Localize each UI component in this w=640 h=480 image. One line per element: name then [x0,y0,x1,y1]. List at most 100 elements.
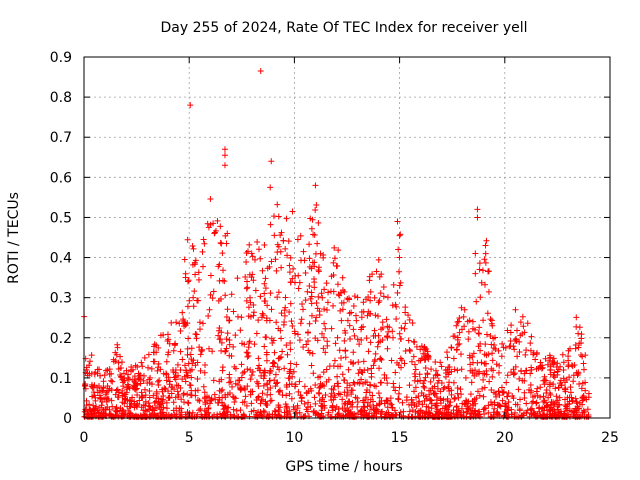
data-point [184,372,191,379]
data-point [351,332,358,339]
data-point [179,309,186,316]
data-point [230,343,237,350]
data-point [447,399,454,406]
data-point [237,327,244,334]
data-point [517,396,524,403]
data-point [134,391,141,398]
data-point [271,360,278,367]
data-point [108,377,115,384]
data-point [431,383,438,390]
data-point [342,330,349,337]
data-point [261,280,268,287]
data-point [273,267,280,274]
data-point [275,243,282,250]
data-point [126,376,133,383]
data-point [224,306,231,313]
data-point [381,371,388,378]
data-point [565,347,572,354]
data-point [215,399,222,406]
data-point [576,340,583,347]
data-point [219,364,226,371]
data-point [176,413,183,420]
data-point [250,277,257,284]
data-point [278,229,285,236]
data-point [511,346,518,353]
data-point [275,355,282,362]
data-point [141,354,148,361]
data-point [179,376,186,383]
data-point [320,345,327,352]
data-point [296,378,303,385]
data-point [194,397,201,404]
data-point [287,279,294,286]
data-point [163,377,170,384]
data-point [498,384,505,391]
data-point [371,409,378,416]
data-point [467,391,474,398]
data-point [550,361,557,368]
data-point [100,378,107,385]
x-tick-label: 10 [285,430,303,446]
data-point [370,398,377,405]
data-point [409,319,416,326]
data-point [358,336,365,343]
data-point [154,367,161,374]
data-point [308,289,315,296]
data-point [446,402,453,409]
data-point [295,272,302,279]
data-point [367,339,374,346]
data-point [476,392,483,399]
data-point [347,409,354,416]
x-tick-label: 0 [80,430,89,446]
data-point [106,371,113,378]
data-point [261,372,268,379]
data-point [243,402,250,409]
data-point [334,363,341,370]
data-point [365,348,372,355]
data-point [503,379,510,386]
data-point [547,363,554,370]
data-point [344,389,351,396]
data-point [199,320,206,327]
data-point [186,381,193,388]
data-point [185,335,192,342]
data-point [467,410,474,417]
data-point [250,407,257,414]
data-point [528,333,535,340]
data-point [575,330,582,337]
data-point [348,309,355,316]
data-point [337,290,344,297]
data-point [166,378,173,385]
data-point [121,400,128,407]
data-point [261,409,268,416]
data-point [257,255,264,262]
data-point [197,351,204,358]
data-point [510,366,517,373]
data-point [103,389,110,396]
data-point [355,370,362,377]
data-point [363,379,370,386]
data-point [247,376,254,383]
data-point [371,294,378,301]
data-point [533,388,540,395]
data-point [402,304,409,311]
data-point [313,201,320,208]
data-point [580,393,587,400]
data-point [345,398,352,405]
data-point [311,279,318,286]
data-point [468,379,475,386]
data-point [370,362,377,369]
data-point [499,397,506,404]
data-point [465,336,472,343]
data-point [210,288,217,295]
data-point [163,358,170,365]
data-point [416,408,423,415]
data-point [325,409,332,416]
data-point [115,413,122,420]
data-point [197,367,204,374]
data-point [438,363,445,370]
data-point [282,245,289,252]
data-point [527,340,534,347]
data-point [218,329,225,336]
data-point [268,158,275,165]
